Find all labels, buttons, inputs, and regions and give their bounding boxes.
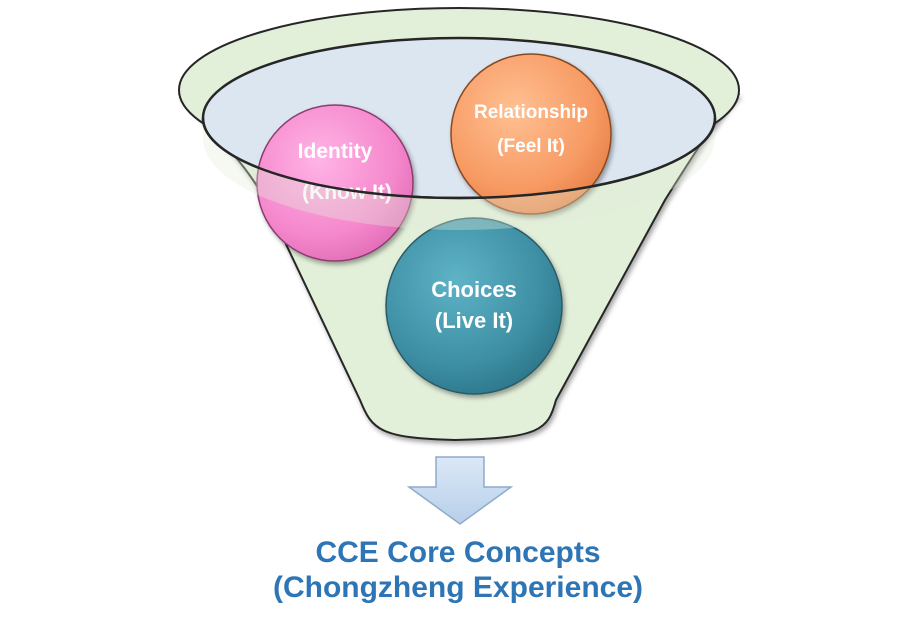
relationship-label: Relationship: [474, 102, 588, 123]
relationship-sublabel: (Feel It): [497, 136, 565, 157]
caption-subtitle: (Chongzheng Experience): [273, 571, 643, 604]
identity-label: Identity: [298, 140, 373, 163]
relationship-circle: [450, 53, 612, 215]
funnel-front-lip: [203, 118, 715, 230]
choices-sublabel: (Live It): [435, 308, 513, 333]
choices-circle: [385, 217, 563, 395]
funnel-front-edge: [201, 117, 717, 200]
choices-label: Choices: [431, 277, 517, 302]
caption-title: CCE Core Concepts: [315, 536, 600, 569]
identity-circle: [256, 104, 414, 262]
down-arrow-icon: [406, 456, 514, 525]
